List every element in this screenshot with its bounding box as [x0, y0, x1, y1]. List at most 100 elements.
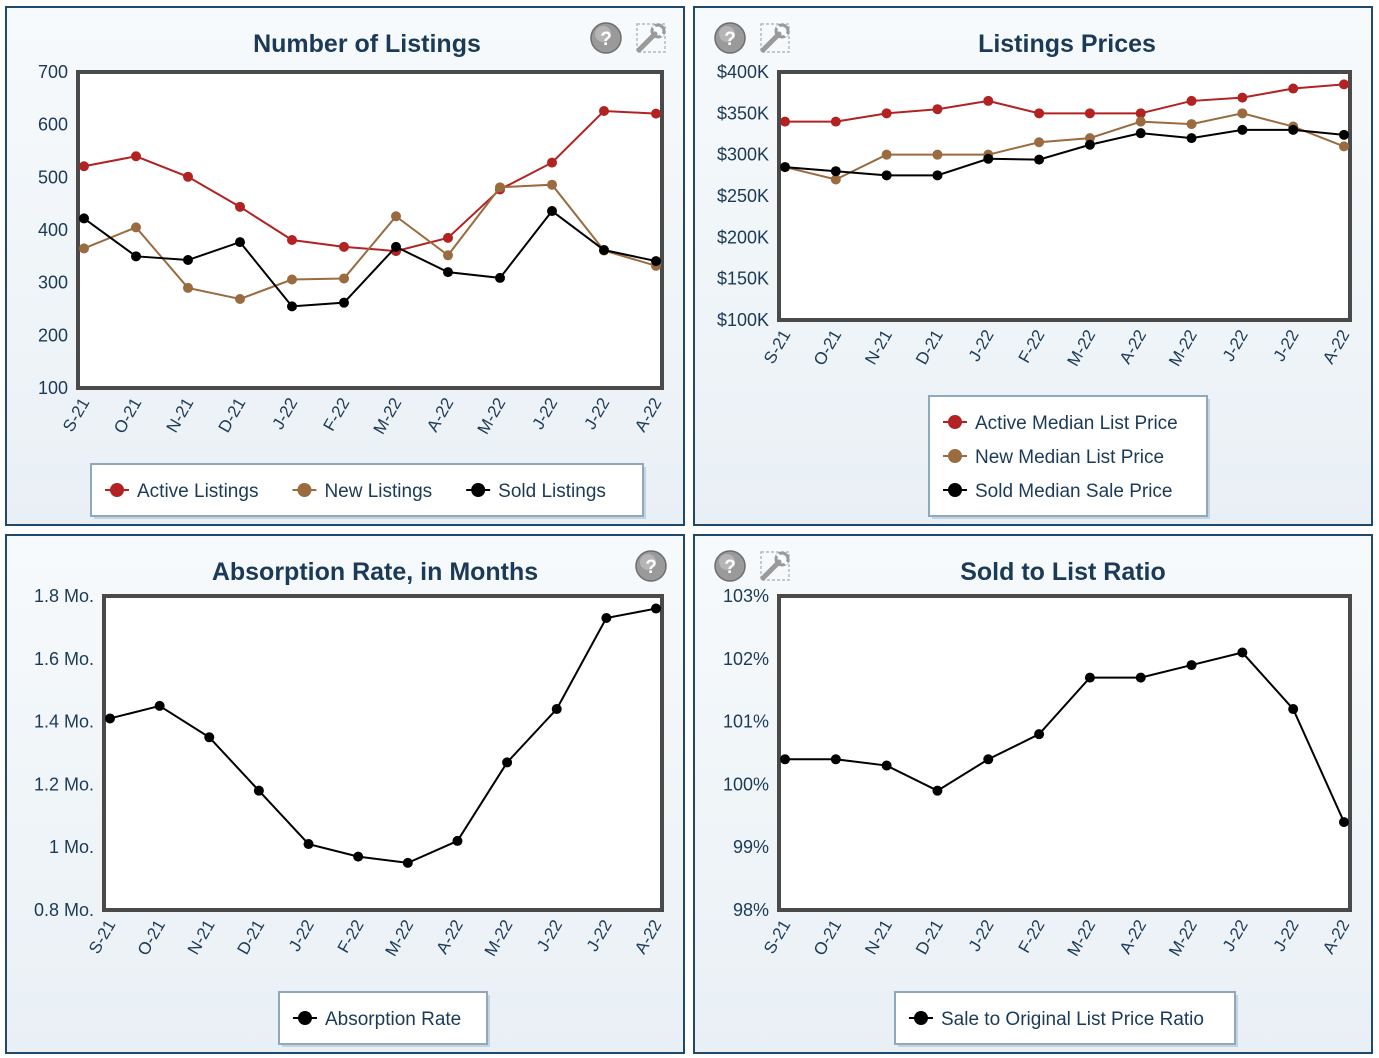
data-point[interactable] — [1237, 108, 1248, 119]
data-point[interactable] — [235, 237, 245, 248]
data-point[interactable] — [932, 149, 943, 160]
data-point[interactable] — [1186, 119, 1197, 130]
data-point[interactable] — [204, 732, 215, 743]
data-point[interactable] — [402, 857, 413, 868]
data-point[interactable] — [551, 704, 562, 715]
data-point[interactable] — [1034, 154, 1045, 165]
data-point[interactable] — [1237, 124, 1248, 135]
data-point[interactable] — [183, 255, 193, 266]
data-point[interactable] — [105, 713, 115, 724]
data-point[interactable] — [79, 243, 89, 254]
data-point[interactable] — [443, 232, 453, 243]
data-point[interactable] — [303, 839, 314, 850]
legend-item-active-median-list-price[interactable]: Active Median List Price — [943, 413, 1178, 434]
data-point[interactable] — [599, 245, 609, 256]
data-point[interactable] — [1135, 108, 1146, 119]
data-point[interactable] — [601, 612, 612, 623]
legend-item-sold-listings[interactable]: Sold Listings — [466, 481, 606, 502]
data-point[interactable] — [830, 116, 841, 127]
data-point[interactable] — [983, 153, 994, 164]
data-point[interactable] — [651, 603, 661, 614]
data-point[interactable] — [495, 182, 505, 193]
data-point[interactable] — [1339, 817, 1349, 828]
data-point[interactable] — [1034, 729, 1045, 740]
data-point[interactable] — [131, 151, 141, 162]
legend-item-active-listings[interactable]: Active Listings — [105, 481, 258, 502]
legend-item-sale-to-original-list-price-ratio[interactable]: Sale to Original List Price Ratio — [909, 1009, 1204, 1030]
data-point[interactable] — [651, 256, 661, 267]
data-point[interactable] — [1237, 647, 1248, 658]
data-point[interactable] — [79, 161, 89, 172]
data-point[interactable] — [131, 222, 141, 233]
data-point[interactable] — [780, 162, 790, 173]
data-point[interactable] — [1186, 133, 1197, 144]
settings-icon[interactable] — [760, 551, 790, 581]
data-point[interactable] — [131, 251, 141, 262]
help-icon[interactable]: ? — [635, 550, 667, 582]
data-point[interactable] — [547, 157, 557, 168]
data-point[interactable] — [339, 273, 349, 284]
data-point[interactable] — [1186, 660, 1197, 671]
data-point[interactable] — [983, 754, 994, 765]
data-point[interactable] — [235, 293, 245, 304]
data-point[interactable] — [253, 785, 264, 796]
settings-icon[interactable] — [760, 23, 790, 53]
data-point[interactable] — [651, 108, 661, 119]
data-point[interactable] — [932, 104, 943, 115]
help-icon[interactable]: ? — [590, 22, 622, 54]
data-point[interactable] — [1339, 79, 1349, 90]
data-point[interactable] — [235, 201, 245, 212]
data-point[interactable] — [1084, 108, 1095, 119]
data-point[interactable] — [983, 95, 994, 106]
data-point[interactable] — [830, 166, 841, 177]
legend-item-absorption-rate[interactable]: Absorption Rate — [293, 1009, 461, 1030]
data-point[interactable] — [1135, 672, 1146, 683]
data-point[interactable] — [881, 149, 892, 160]
data-point[interactable] — [502, 757, 513, 768]
data-point[interactable] — [183, 171, 193, 182]
settings-icon[interactable] — [636, 23, 666, 53]
data-point[interactable] — [547, 206, 557, 217]
data-point[interactable] — [780, 754, 790, 765]
data-point[interactable] — [881, 108, 892, 119]
data-point[interactable] — [391, 211, 401, 222]
data-point[interactable] — [452, 835, 463, 846]
data-point[interactable] — [1186, 95, 1197, 106]
data-point[interactable] — [1288, 704, 1299, 715]
data-point[interactable] — [339, 241, 349, 252]
data-point[interactable] — [287, 235, 297, 246]
data-point[interactable] — [183, 282, 193, 293]
data-point[interactable] — [599, 105, 609, 116]
data-point[interactable] — [830, 754, 841, 765]
data-point[interactable] — [881, 170, 892, 181]
data-point[interactable] — [79, 213, 89, 224]
legend-item-sold-median-sale-price[interactable]: Sold Median Sale Price — [943, 481, 1173, 502]
data-point[interactable] — [932, 785, 943, 796]
data-point[interactable] — [830, 174, 841, 185]
data-point[interactable] — [1135, 116, 1146, 127]
data-point[interactable] — [1135, 128, 1146, 139]
data-point[interactable] — [353, 851, 364, 862]
data-point[interactable] — [287, 274, 297, 285]
help-icon[interactable]: ? — [714, 550, 746, 582]
data-point[interactable] — [443, 250, 453, 261]
data-point[interactable] — [443, 267, 453, 278]
data-point[interactable] — [881, 760, 892, 771]
data-point[interactable] — [339, 297, 349, 308]
data-point[interactable] — [287, 301, 297, 312]
data-point[interactable] — [1339, 129, 1349, 140]
data-point[interactable] — [1339, 141, 1349, 152]
data-point[interactable] — [154, 700, 165, 711]
data-point[interactable] — [1288, 83, 1299, 94]
data-point[interactable] — [495, 272, 505, 283]
legend-item-new-listings[interactable]: New Listings — [292, 481, 432, 502]
data-point[interactable] — [932, 170, 943, 181]
help-icon[interactable]: ? — [714, 22, 746, 54]
data-point[interactable] — [1237, 92, 1248, 103]
data-point[interactable] — [1288, 124, 1299, 135]
data-point[interactable] — [1034, 137, 1045, 148]
data-point[interactable] — [1084, 139, 1095, 150]
data-point[interactable] — [1084, 672, 1095, 683]
legend-item-new-median-list-price[interactable]: New Median List Price — [943, 447, 1164, 468]
data-point[interactable] — [391, 241, 401, 252]
